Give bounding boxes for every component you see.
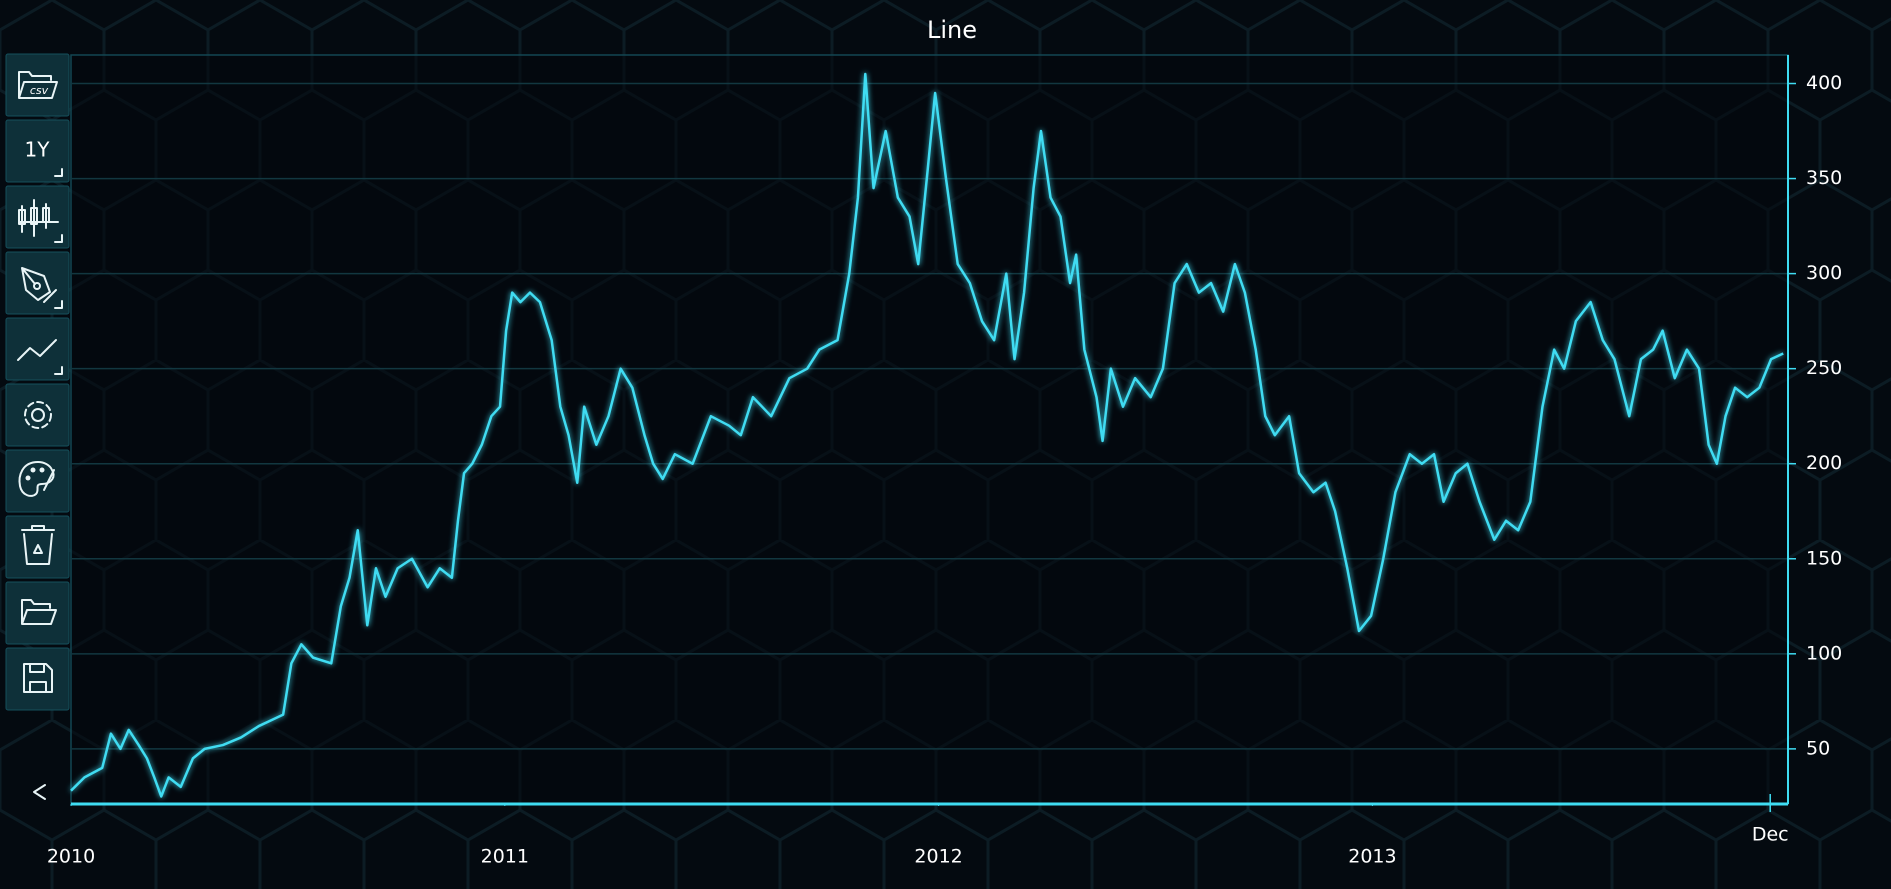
y-tick-label: 400 (1806, 72, 1842, 94)
data-line (70, 72, 1784, 798)
y-tick-label: 300 (1806, 262, 1842, 284)
palette-button[interactable] (5, 449, 70, 513)
x-tick-label: 2011 (481, 846, 529, 868)
collapse-button[interactable] (33, 784, 46, 800)
y-tick-label: 100 (1806, 642, 1842, 664)
x-tick-label: 2012 (914, 846, 962, 868)
plot-area (70, 54, 1789, 805)
save-button[interactable] (5, 647, 70, 711)
open-button[interactable] (5, 581, 70, 645)
range-button[interactable]: 1Y (5, 119, 70, 183)
line-button[interactable] (5, 317, 70, 381)
y-tick-label: 350 (1806, 167, 1842, 189)
toolbar: csv 1Y (5, 53, 70, 800)
y-tick-label: 50 (1806, 737, 1830, 759)
y-tick-label: 200 (1806, 452, 1842, 474)
csv-label: csv (30, 84, 49, 97)
candlestick-button[interactable] (5, 185, 70, 249)
y-tick-label: 250 (1806, 357, 1842, 379)
y-tick-label: 150 (1806, 547, 1842, 569)
draw-button[interactable] (5, 251, 70, 315)
delete-button[interactable] (5, 515, 70, 579)
chart-title: Line (927, 16, 977, 44)
x-tick-label: Dec (1752, 824, 1789, 846)
x-tick-label: 2010 (47, 846, 95, 868)
range-label: 1Y (25, 138, 51, 162)
csv-button[interactable]: csv (5, 53, 70, 117)
x-tick-label: 2013 (1348, 846, 1396, 868)
settings-button[interactable] (5, 383, 70, 447)
